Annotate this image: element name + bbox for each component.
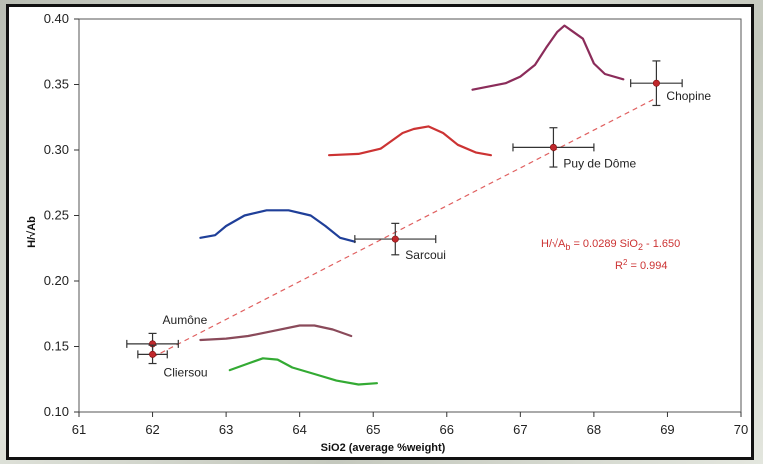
fit-equation: H/√Ab = 0.0289 SiO2 - 1.650 [541, 238, 680, 252]
regression-line [152, 97, 657, 358]
y-tick-label: 0.25 [44, 208, 69, 223]
data-point [652, 79, 660, 87]
point-label: Aumône [163, 313, 208, 327]
y-tick-label: 0.15 [44, 339, 69, 354]
r-squared-label: R2 = 0.994 [615, 258, 667, 272]
distribution-curve [328, 125, 492, 157]
x-axis-title: SiO2 (average %weight) [321, 442, 446, 454]
distribution-curve [199, 209, 356, 243]
y-tick-label: 0.35 [44, 77, 69, 92]
x-tick-label: 64 [292, 422, 306, 437]
x-tick-label: 65 [366, 422, 380, 437]
point-label: Chopine [666, 89, 711, 103]
y-tick-label: 0.10 [44, 404, 69, 419]
x-tick-label: 68 [587, 422, 601, 437]
x-tick-label: 66 [440, 422, 454, 437]
x-tick-label: 62 [145, 422, 159, 437]
y-tick-label: 0.30 [44, 142, 69, 157]
y-tick-label: 0.20 [44, 273, 69, 288]
plot-area [78, 18, 742, 413]
distribution-curve [199, 324, 353, 342]
data-point [149, 350, 157, 358]
distribution-curves [199, 24, 625, 386]
distribution-curve [228, 357, 378, 386]
chart-panel: Aumône Cliersou Sarcoui Puy de Dôme Chopine … [6, 4, 754, 460]
point-label: Sarcoui [405, 248, 446, 262]
point-label: Puy de Dôme [563, 156, 636, 170]
y-axis-title: H/√Ab [26, 216, 38, 248]
data-point [549, 143, 557, 151]
data-points: Aumône Cliersou Sarcoui Puy de Dôme Chopine [126, 60, 711, 379]
x-tick-label: 63 [219, 422, 233, 437]
point-label: Cliersou [164, 365, 208, 379]
axis-ticks: 61 62 63 64 65 66 67 68 69 70 0.10 0.15 0.20 0.25 0.30… [44, 11, 749, 437]
x-tick-label: 61 [72, 422, 86, 437]
fit-line-group [152, 97, 657, 358]
distribution-curve [471, 24, 625, 91]
x-tick-label: 69 [660, 422, 674, 437]
data-point [391, 235, 399, 243]
x-tick-label: 67 [513, 422, 527, 437]
plot-frame [78, 18, 742, 413]
y-tick-label: 0.40 [44, 11, 69, 26]
x-tick-label: 70 [734, 422, 748, 437]
